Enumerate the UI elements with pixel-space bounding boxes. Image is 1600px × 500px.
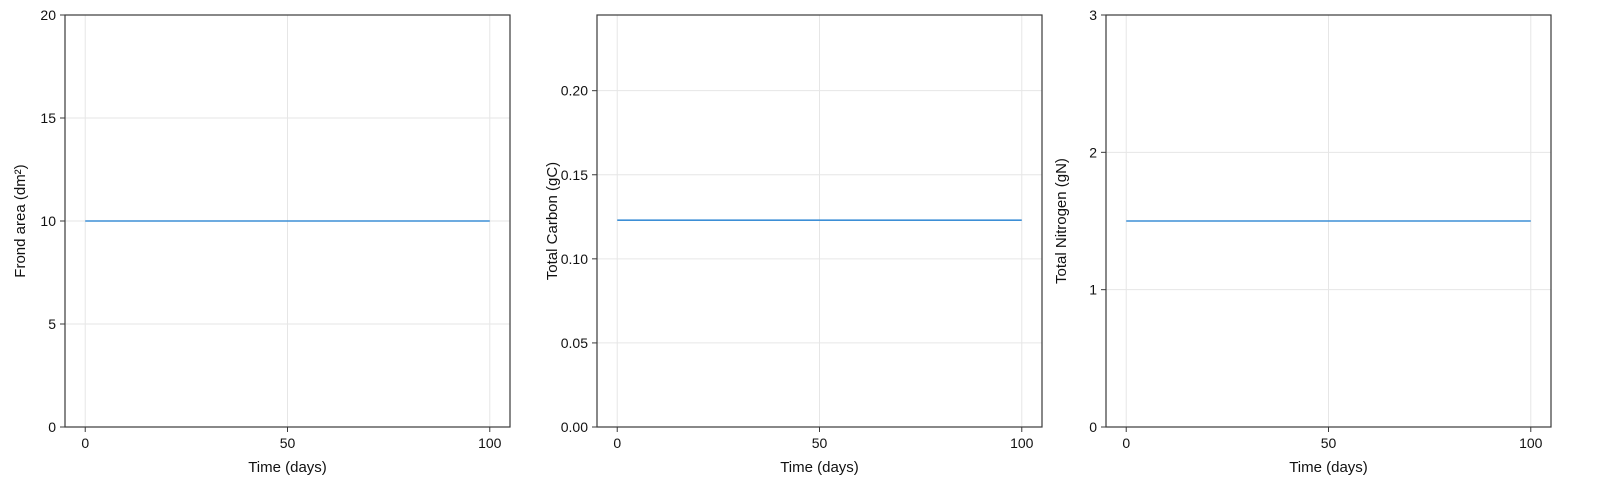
x-tick-label: 0 (613, 435, 621, 451)
y-tick-label: 0 (48, 419, 56, 435)
x-axis-label: Time (days) (780, 459, 859, 476)
x-tick-label: 50 (1321, 435, 1337, 451)
x-tick-label: 50 (812, 435, 828, 451)
y-axis-label: Frond area (dm²) (12, 164, 29, 277)
x-tick-label: 0 (81, 435, 89, 451)
y-tick-label: 20 (40, 7, 56, 23)
panel-frond-area: 0 50 100 0 5 10 15 20 Time (days) Frond area (d… (12, 7, 511, 476)
y-axis-label: Total Nitrogen (gN) (1053, 158, 1070, 284)
panel-total-nitrogen: 0 50 100 0 1 2 3 Time (days) Total Nitrogen (g… (1053, 7, 1552, 476)
tick-layer: 0 50 100 0 5 10 15 20 (40, 7, 501, 451)
y-tick-label: 0.05 (561, 335, 588, 351)
y-tick-label: 1 (1089, 282, 1097, 298)
x-tick-label: 0 (1122, 435, 1130, 451)
tick-layer: 0 50 100 0.00 0.05 0.10 0.15 0.20 (561, 83, 1034, 451)
y-tick-label: 2 (1089, 144, 1097, 160)
x-tick-label: 100 (1519, 435, 1543, 451)
y-tick-label: 15 (40, 110, 56, 126)
y-tick-label: 0.20 (561, 83, 588, 99)
tick-layer: 0 50 100 0 1 2 3 (1089, 7, 1542, 451)
x-tick-label: 100 (478, 435, 502, 451)
y-tick-label: 0 (1089, 419, 1097, 435)
y-tick-label: 10 (40, 213, 56, 229)
y-axis-label: Total Carbon (gC) (544, 162, 561, 280)
y-tick-label: 0.15 (561, 167, 588, 183)
grid-layer (597, 15, 1042, 428)
x-tick-label: 50 (280, 435, 296, 451)
y-tick-label: 0.10 (561, 251, 588, 267)
y-tick-label: 5 (48, 316, 56, 332)
x-tick-label: 100 (1010, 435, 1034, 451)
y-tick-label: 0.00 (561, 419, 588, 435)
x-axis-label: Time (days) (248, 459, 327, 476)
panel-total-carbon: 0 50 100 0.00 0.05 0.10 0.15 0.20 Time (days) T… (544, 14, 1043, 476)
x-axis-label: Time (days) (1289, 459, 1368, 476)
y-tick-label: 3 (1089, 7, 1097, 23)
